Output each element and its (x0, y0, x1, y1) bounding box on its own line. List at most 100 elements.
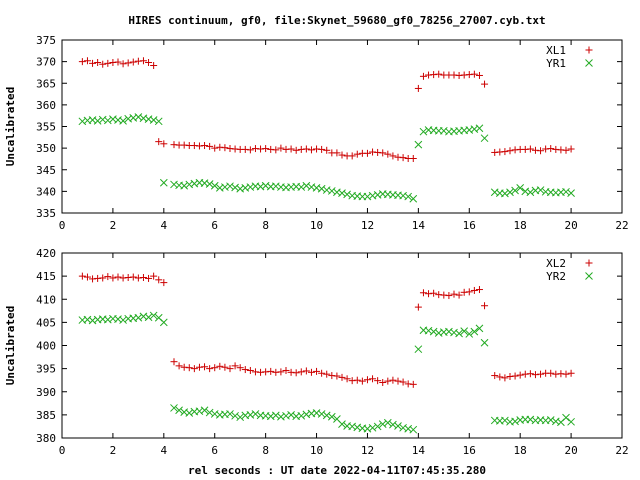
data-point (287, 145, 295, 153)
data-point (221, 363, 229, 371)
data-point (363, 376, 371, 384)
x-tick-label: 18 (514, 219, 527, 232)
data-point (78, 58, 86, 66)
data-point (481, 80, 489, 88)
plot-frame (61, 252, 623, 439)
y-tick-label: 375 (36, 34, 56, 47)
data-point (470, 286, 478, 294)
data-point (195, 407, 204, 416)
data-point (455, 291, 463, 299)
data-point (414, 140, 423, 149)
chart-title: HIRES continuum, gf0, file:Skynet_59680_… (128, 14, 545, 27)
x-tick-label: 16 (463, 444, 476, 457)
data-point (226, 410, 234, 418)
x-tick-label: 14 (412, 219, 426, 232)
data-point (206, 365, 214, 373)
data-point (149, 116, 158, 124)
data-point (318, 145, 326, 153)
data-point (475, 71, 483, 79)
data-point (206, 142, 214, 150)
data-point (185, 364, 193, 372)
y-axis-label: Uncalibrated (4, 306, 17, 385)
y-tick-label: 420 (36, 247, 56, 260)
data-point (526, 415, 535, 424)
data-point (150, 62, 158, 70)
data-point (99, 274, 107, 282)
data-point (511, 372, 519, 380)
data-point (175, 406, 183, 415)
data-point (562, 370, 570, 378)
data-point (221, 144, 229, 152)
data-point (231, 362, 239, 370)
data-point (149, 311, 158, 320)
data-point (272, 146, 280, 154)
data-point (368, 423, 377, 432)
y-tick-label: 355 (36, 121, 56, 134)
legend-marker (585, 272, 593, 280)
data-point (170, 358, 178, 366)
x-tick-label: 22 (615, 444, 628, 457)
data-point (302, 367, 310, 375)
data-point (480, 338, 489, 347)
data-point (134, 113, 143, 121)
data-point (104, 273, 112, 281)
data-point (246, 146, 254, 154)
legend-marker (585, 46, 593, 54)
data-point (445, 292, 453, 300)
data-point (481, 302, 489, 310)
data-point (160, 279, 168, 287)
x-tick-label: 12 (361, 219, 374, 232)
x-tick-label: 8 (262, 444, 269, 457)
series-XL1 (78, 57, 575, 163)
data-point (429, 327, 438, 336)
data-point (501, 374, 509, 382)
data-point (551, 417, 560, 426)
data-point (537, 370, 545, 378)
data-point (302, 145, 310, 153)
x-tick-label: 2 (110, 444, 117, 457)
y-tick-label: 395 (36, 363, 56, 376)
data-point (511, 417, 519, 426)
data-point (470, 327, 479, 336)
data-point (501, 416, 509, 425)
data-point (496, 373, 504, 381)
data-point (139, 274, 147, 282)
data-point (170, 404, 178, 412)
data-point (384, 150, 392, 158)
x-tick-label: 6 (211, 219, 218, 232)
data-point (526, 145, 534, 153)
data-point (327, 412, 336, 421)
data-point (154, 117, 163, 126)
y-tick-label: 370 (36, 56, 56, 69)
data-point (114, 273, 122, 281)
data-point (353, 150, 361, 158)
data-point (251, 410, 260, 418)
data-point (409, 380, 417, 388)
data-point (210, 181, 219, 190)
data-point (297, 411, 306, 420)
data-point (369, 375, 377, 383)
data-point (83, 57, 91, 65)
x-tick-label: 10 (310, 444, 323, 457)
data-point (399, 423, 407, 432)
data-point (547, 369, 555, 377)
data-point (455, 329, 463, 338)
data-point (475, 324, 484, 333)
data-point (363, 149, 371, 157)
y-tick-label: 380 (36, 432, 56, 445)
data-point (465, 330, 474, 338)
data-point (373, 422, 382, 431)
data-point (266, 412, 275, 421)
data-point (103, 315, 112, 324)
data-point (414, 84, 422, 92)
data-point (374, 377, 382, 385)
data-point (159, 318, 168, 327)
data-point (389, 152, 397, 160)
data-point (145, 58, 153, 66)
data-point (460, 327, 469, 336)
data-point (526, 188, 535, 197)
data-point (547, 145, 555, 153)
data-point (241, 366, 249, 374)
x-tick-label: 20 (564, 219, 577, 232)
data-point (399, 378, 407, 386)
